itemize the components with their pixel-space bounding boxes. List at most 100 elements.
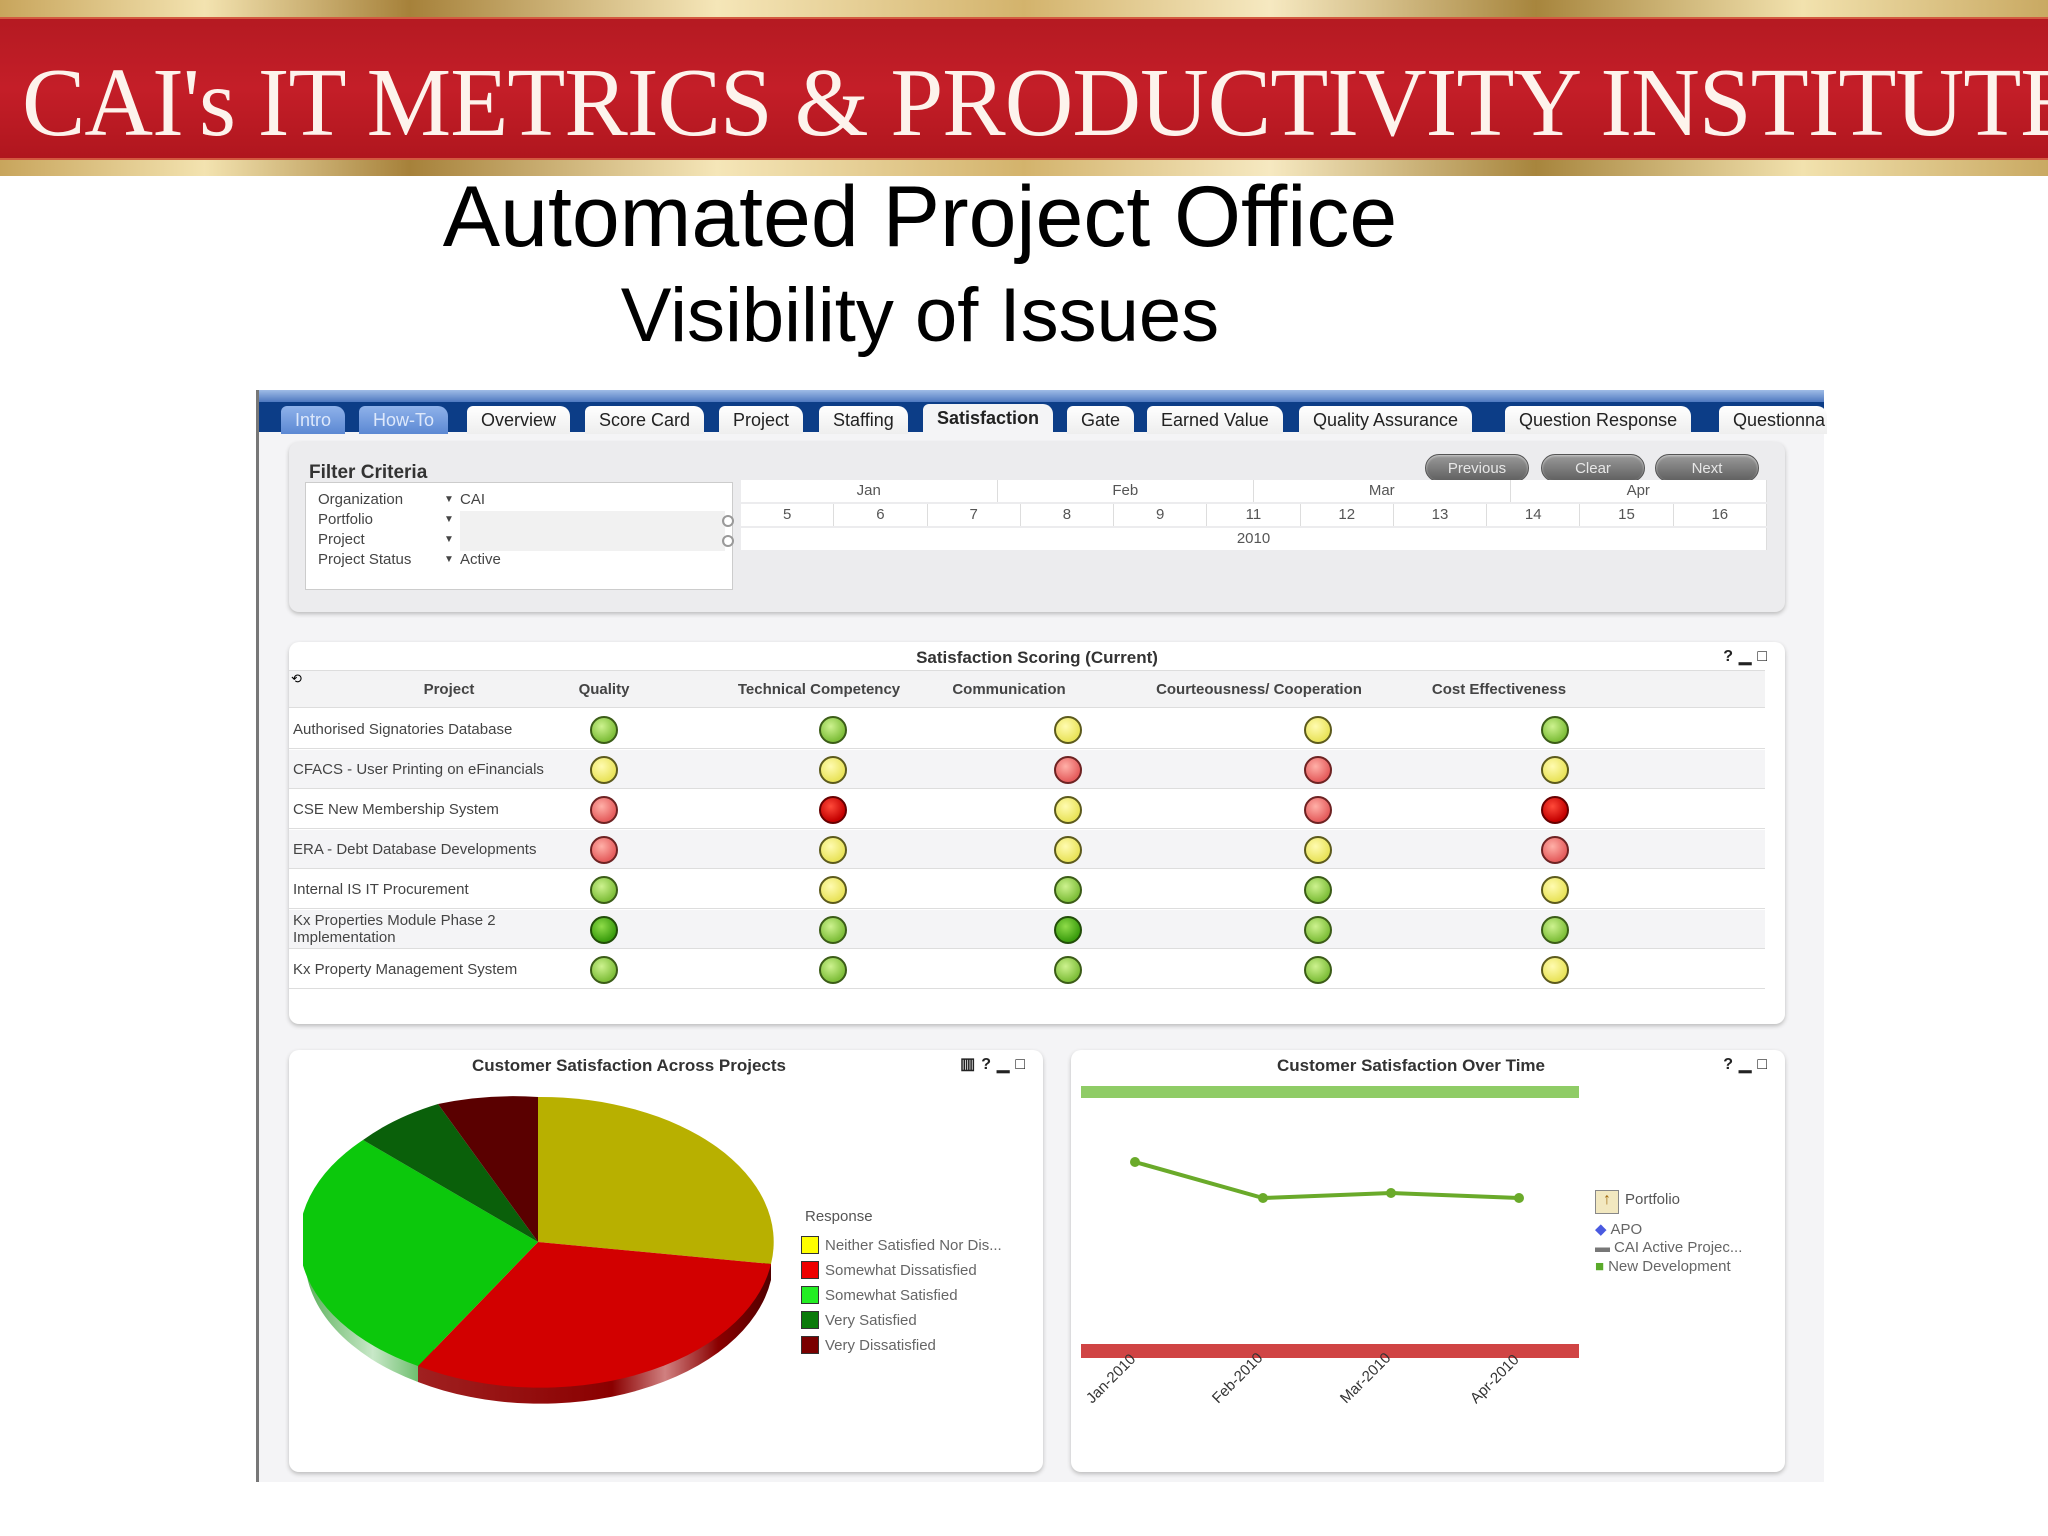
pie-chart[interactable] — [303, 1090, 783, 1430]
tab-question-response[interactable]: Question Response — [1505, 406, 1692, 434]
timeline-week[interactable]: 11 — [1207, 504, 1301, 526]
legend-label: Portfolio — [1625, 1191, 1681, 1208]
timeline-month[interactable]: Feb — [998, 480, 1254, 502]
maximize-icon[interactable]: □ — [1015, 1056, 1031, 1073]
legend-swatch — [801, 1286, 819, 1304]
timeline-week[interactable]: 12 — [1301, 504, 1394, 526]
banner-title: CAI's IT METRICS & PRODUCTIVITY INSTITUT… — [22, 49, 2048, 157]
status-dot-yellow — [1054, 716, 1082, 744]
apo-icon: ◆ — [1595, 1221, 1607, 1238]
tab-how-to[interactable]: How-To — [359, 406, 449, 434]
previous-button[interactable]: Previous — [1425, 454, 1529, 482]
tab-questionnaire[interactable]: Questionna — [1719, 406, 1827, 434]
tab-earned-value[interactable]: Earned Value — [1147, 406, 1283, 434]
dropdown-arrow-icon[interactable]: ▼ — [444, 534, 454, 545]
table-row[interactable]: Authorised Signatories Database — [289, 710, 1765, 749]
table-row[interactable]: ERA - Debt Database Developments — [289, 830, 1765, 869]
column-header-courteousness[interactable]: Courteousness/ Cooperation — [1156, 681, 1362, 698]
help-icon[interactable]: ? — [981, 1056, 998, 1073]
maximize-icon[interactable]: □ — [1757, 1056, 1773, 1073]
next-button[interactable]: Next — [1655, 454, 1759, 482]
panel-controls[interactable]: ?▁□ — [1723, 1054, 1773, 1074]
timeline-week[interactable]: 6 — [834, 504, 928, 526]
panel-controls[interactable]: ?▁□ — [1723, 646, 1773, 666]
timeline-slider[interactable]: Jan Feb Mar Apr 5 6 7 8 9 11 12 13 14 15… — [741, 480, 1767, 552]
table-row[interactable]: Kx Properties Module Phase 2 Implementat… — [289, 910, 1765, 949]
status-dot-yellow — [1541, 956, 1569, 984]
timeline-week[interactable]: 9 — [1114, 504, 1208, 526]
dropdown-arrow-icon[interactable]: ▼ — [444, 514, 454, 525]
table-row[interactable]: CSE New Membership System — [289, 790, 1765, 829]
status-dot-yellow — [1541, 756, 1569, 784]
filter-project-status[interactable]: Project Status ▼ Active — [318, 551, 718, 571]
status-dot-green — [590, 876, 618, 904]
clear-button[interactable]: Clear — [1541, 454, 1645, 482]
filter-label: Organization — [318, 491, 404, 508]
tab-intro[interactable]: Intro — [281, 406, 346, 434]
panel-controls[interactable]: ▥?▁□ — [960, 1054, 1031, 1074]
timeline-month[interactable]: Apr — [1511, 480, 1767, 502]
legend-portfolio[interactable]: ↑ Portfolio — [1595, 1190, 1680, 1214]
help-icon[interactable]: ? — [1723, 648, 1740, 665]
status-dot-yellow — [1304, 836, 1332, 864]
column-header-project[interactable]: Project — [423, 681, 475, 698]
table-row[interactable]: CFACS - User Printing on eFinancials — [289, 750, 1765, 789]
tab-score-card[interactable]: Score Card — [585, 406, 705, 434]
column-header-cost[interactable]: Cost Effectiveness — [1431, 681, 1567, 698]
status-dot-green — [1054, 876, 1082, 904]
minimize-icon[interactable]: ▁ — [997, 1056, 1016, 1073]
table-row[interactable]: Kx Property Management System — [289, 950, 1765, 989]
filter-value[interactable] — [460, 511, 734, 531]
tab-satisfaction[interactable]: Satisfaction — [923, 404, 1054, 434]
timeline-week[interactable]: 15 — [1580, 504, 1674, 526]
filter-value[interactable] — [460, 531, 734, 551]
dropdown-arrow-icon[interactable]: ▼ — [444, 554, 454, 565]
timeline-week[interactable]: 7 — [928, 504, 1021, 526]
minimize-icon[interactable]: ▁ — [1739, 648, 1758, 665]
timeline-week[interactable]: 16 — [1674, 504, 1767, 526]
dropdown-arrow-icon[interactable]: ▼ — [444, 494, 454, 505]
status-dot-green — [1304, 956, 1332, 984]
reset-icon[interactable]: ⟲ — [291, 671, 302, 686]
status-dot-yellow — [590, 756, 618, 784]
up-arrow-icon[interactable]: ↑ — [1595, 1190, 1619, 1214]
project-name: CSE New Membership System — [293, 801, 499, 818]
table-row[interactable]: Internal IS IT Procurement — [289, 870, 1765, 909]
legend-item: Neither Satisfied Nor Dis... — [801, 1236, 1002, 1254]
project-name: ERA - Debt Database Developments — [293, 841, 537, 858]
app-window: Intro How-To Overview Score Card Project… — [256, 390, 1827, 1482]
filter-portfolio[interactable]: Portfolio ▼ — [318, 511, 734, 531]
column-header-technical[interactable]: Technical Competency — [737, 681, 901, 698]
line-chart[interactable] — [1081, 1086, 1581, 1366]
timeline-week[interactable]: 5 — [741, 504, 835, 526]
timeline-week[interactable]: 14 — [1487, 504, 1581, 526]
column-header-quality[interactable]: Quality — [578, 681, 630, 698]
legend-item: ◆ APO — [1595, 1220, 1642, 1238]
filter-project[interactable]: Project ▼ — [318, 531, 734, 551]
column-header-communication[interactable]: Communication — [952, 681, 1066, 698]
status-dot-yellow — [1054, 836, 1082, 864]
timeline-month[interactable]: Jan — [741, 480, 998, 502]
timeline-year[interactable]: 2010 — [741, 528, 1767, 550]
legend-label: Neither Satisfied Nor Dis... — [825, 1237, 1002, 1254]
tab-overview[interactable]: Overview — [467, 406, 571, 434]
tab-project[interactable]: Project — [719, 406, 804, 434]
tab-quality-assurance[interactable]: Quality Assurance — [1299, 406, 1473, 434]
lower-threshold-line — [1081, 1344, 1579, 1358]
tab-staffing[interactable]: Staffing — [819, 406, 908, 434]
help-icon[interactable]: ? — [1723, 1056, 1740, 1073]
filter-value[interactable]: Active — [460, 551, 501, 568]
chart-type-icon[interactable]: ▥ — [960, 1056, 982, 1073]
timeline-week[interactable]: 13 — [1394, 504, 1488, 526]
banner: CAI's IT METRICS & PRODUCTIVITY INSTITUT… — [0, 0, 2048, 176]
legend-label: Somewhat Satisfied — [825, 1287, 958, 1304]
filter-value[interactable]: CAI — [460, 491, 486, 508]
minimize-icon[interactable]: ▁ — [1739, 1056, 1758, 1073]
timeline-week[interactable]: 8 — [1021, 504, 1115, 526]
legend-label: CAI Active Projec... — [1614, 1239, 1743, 1256]
maximize-icon[interactable]: □ — [1757, 648, 1773, 665]
filter-organization[interactable]: Organization ▼ CAI — [318, 491, 718, 511]
tab-gate[interactable]: Gate — [1067, 406, 1135, 434]
timeline-month[interactable]: Mar — [1254, 480, 1511, 502]
status-dot-green — [1304, 876, 1332, 904]
